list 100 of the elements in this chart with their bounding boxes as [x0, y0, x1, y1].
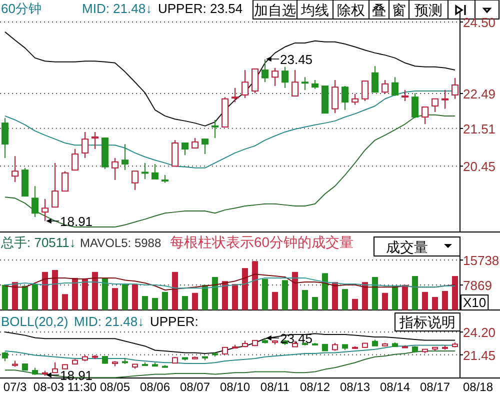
bar: [182, 296, 188, 310]
annotation: 成交量: [386, 239, 428, 255]
bar: [72, 278, 78, 310]
candlestick: [42, 198, 48, 222]
chart-title: 总手: 70511↓: [0, 235, 76, 250]
candlestick: [382, 79, 388, 94]
bar: [292, 272, 298, 310]
text: MAVOL5: 5988: [80, 236, 162, 250]
annotation: 18.91: [60, 214, 93, 229]
annotation: 23.45: [280, 331, 313, 346]
candlestick: [432, 98, 438, 113]
candlestick: [442, 89, 448, 110]
bar: [342, 289, 348, 310]
candlestick: [32, 186, 38, 218]
chart-title: BOLL(20,2): [1, 314, 68, 329]
bar: [192, 292, 198, 310]
candlestick: [12, 156, 18, 183]
bar: [2, 284, 8, 310]
y-tick-label: 21.51: [463, 121, 496, 136]
line-series: [4, 331, 456, 354]
bar: [172, 272, 178, 310]
candlestick: [82, 131, 88, 158]
bar: [362, 282, 368, 310]
bar: [272, 292, 278, 310]
candlestick: [332, 79, 338, 114]
x-tick-label: 08/10: [220, 380, 250, 394]
candlestick: [392, 76, 398, 97]
line-series: [4, 350, 456, 378]
text: MID: 21.48↓: [74, 314, 144, 329]
annotation: 均线: [300, 2, 329, 18]
bar: [52, 270, 58, 310]
bar: [382, 292, 388, 310]
bar: [152, 298, 158, 310]
candlestick: [252, 68, 258, 94]
candlestick: [452, 77, 458, 100]
x-tick-label: 07/3: [3, 380, 27, 394]
text: 指标说明: [398, 314, 456, 330]
x-tick-label: 08-03 11:30: [33, 380, 97, 394]
candlestick: [422, 106, 428, 125]
bar: [392, 286, 398, 310]
candlestick: [292, 70, 298, 97]
x-tick-label: 08/07: [180, 380, 210, 394]
candlestick: [412, 92, 418, 119]
candlestick: [2, 118, 8, 158]
candlestick: [212, 119, 218, 139]
bar: [372, 276, 378, 310]
bar: [102, 278, 108, 310]
x-tick-label: 08/13: [340, 380, 370, 394]
bar: [222, 281, 228, 310]
y-tick-label: 22.49: [463, 86, 496, 102]
annotation: 除权: [337, 2, 365, 18]
text: 08/18: [463, 380, 494, 394]
bar: [312, 296, 318, 310]
candlestick: [52, 362, 58, 374]
line-series: [4, 274, 456, 290]
bar: [142, 296, 148, 310]
candlestick: [52, 162, 58, 208]
bar: [252, 261, 258, 310]
annotation: 窗: [392, 2, 406, 18]
bar: [332, 282, 338, 310]
x-tick-label: 08/14: [380, 380, 410, 394]
bar: [42, 272, 48, 310]
chart-title: 60分钟: [1, 1, 42, 16]
bar: [62, 294, 68, 310]
bar: [112, 288, 118, 310]
annotation: UPPER: 23.54: [158, 1, 243, 16]
candlestick: [272, 67, 278, 87]
annotation: MID: 21.48↓: [82, 1, 152, 16]
bar: [452, 276, 458, 310]
candlestick: [142, 162, 148, 180]
bar: [302, 290, 308, 310]
y-tick-label: 24.20: [463, 324, 496, 340]
y-tick-label: 24.50: [463, 14, 496, 30]
bar: [402, 284, 408, 310]
y-tick-label: 15738: [463, 253, 500, 268]
line-series: [4, 31, 456, 126]
candlestick: [152, 164, 158, 180]
candlestick: [342, 86, 348, 110]
bar: [82, 278, 88, 310]
y-tick-label: 7869: [463, 278, 492, 294]
x-tick-label: 08/06: [140, 380, 170, 394]
bar: [352, 298, 358, 310]
x-tick-label: 08/05: [100, 380, 130, 394]
candlestick: [112, 157, 118, 181]
bar: [412, 276, 418, 310]
bar: [282, 280, 288, 310]
bar: [122, 284, 128, 310]
line-series: [4, 277, 456, 289]
bar: [242, 268, 248, 310]
text: UPPER:: [150, 314, 198, 329]
bar: [132, 284, 138, 310]
bar: [322, 273, 328, 310]
bar: [12, 282, 18, 310]
candlestick: [262, 58, 268, 83]
annotation: 叠: [372, 2, 386, 18]
candlestick: [192, 138, 198, 148]
text: 每根柱状表示60分钟的成交量: [170, 234, 354, 250]
candlestick: [302, 76, 308, 90]
bar: [232, 284, 238, 310]
bar: [92, 272, 98, 310]
